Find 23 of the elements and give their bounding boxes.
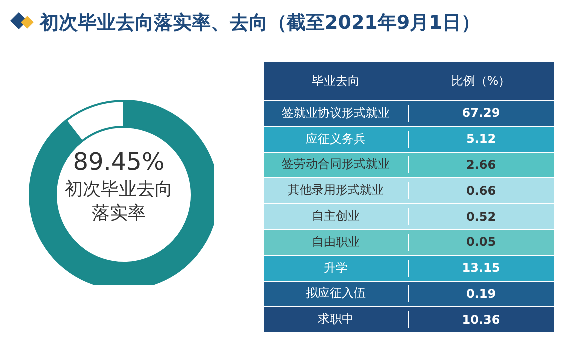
data-label: 0.19 [465, 286, 498, 301]
data-label: 13.15 [461, 261, 502, 276]
category-label: 签就业协议形式就业 [264, 104, 408, 122]
text: 初次毕业去向落实率 [64, 178, 174, 226]
category-label: 求职中 [264, 311, 408, 328]
text: 比例（%） [450, 72, 512, 90]
data-label: 5.12 [465, 132, 498, 146]
data-label: 89.45% [72, 148, 166, 176]
data-label: 0.52 [465, 210, 498, 224]
data-label: 10.36 [461, 312, 502, 327]
data-label: 0.05 [465, 235, 498, 250]
category-label: 自主创业 [264, 208, 408, 226]
data-label: 67.29 [461, 106, 502, 120]
category-label: 升学 [264, 260, 408, 277]
text: 初次毕业去向落实率、去向（截至2021年9月1日） [40, 11, 480, 36]
text: 毕业去向 [311, 72, 361, 90]
data-label: 0.66 [465, 184, 498, 198]
category-label: 拟应征入伍 [264, 285, 408, 302]
category-label: 自由职业 [264, 234, 408, 251]
category-label: 应征义务兵 [264, 130, 408, 148]
category-label: 其他录用形式就业 [264, 182, 408, 200]
data-label: 2.66 [465, 158, 498, 172]
category-label: 签劳动合同形式就业 [264, 156, 408, 174]
